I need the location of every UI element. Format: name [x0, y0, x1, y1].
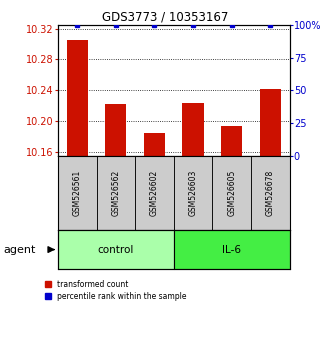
Text: GSM526605: GSM526605 [227, 170, 236, 216]
Text: GSM526603: GSM526603 [189, 170, 198, 216]
Bar [174, 156, 213, 230]
Text: GSM526561: GSM526561 [73, 170, 82, 216]
Bar [260, 90, 281, 156]
Text: GSM526562: GSM526562 [111, 170, 120, 216]
Bar [67, 40, 88, 156]
Bar [135, 156, 174, 230]
Bar [174, 230, 290, 269]
Bar [105, 104, 126, 156]
Text: IL-6: IL-6 [222, 245, 241, 255]
Legend: transformed count, percentile rank within the sample: transformed count, percentile rank withi… [45, 280, 187, 301]
Bar [182, 103, 204, 156]
Bar [213, 156, 251, 230]
Bar [251, 156, 290, 230]
Text: GDS3773 / 10353167: GDS3773 / 10353167 [102, 11, 229, 24]
Bar [58, 156, 97, 230]
Bar [58, 230, 174, 269]
Text: agent: agent [3, 245, 36, 255]
Bar [221, 126, 242, 156]
Text: control: control [98, 245, 134, 255]
Bar [97, 156, 135, 230]
Bar [144, 133, 165, 156]
Text: GSM526678: GSM526678 [266, 170, 275, 216]
Text: GSM526602: GSM526602 [150, 170, 159, 216]
